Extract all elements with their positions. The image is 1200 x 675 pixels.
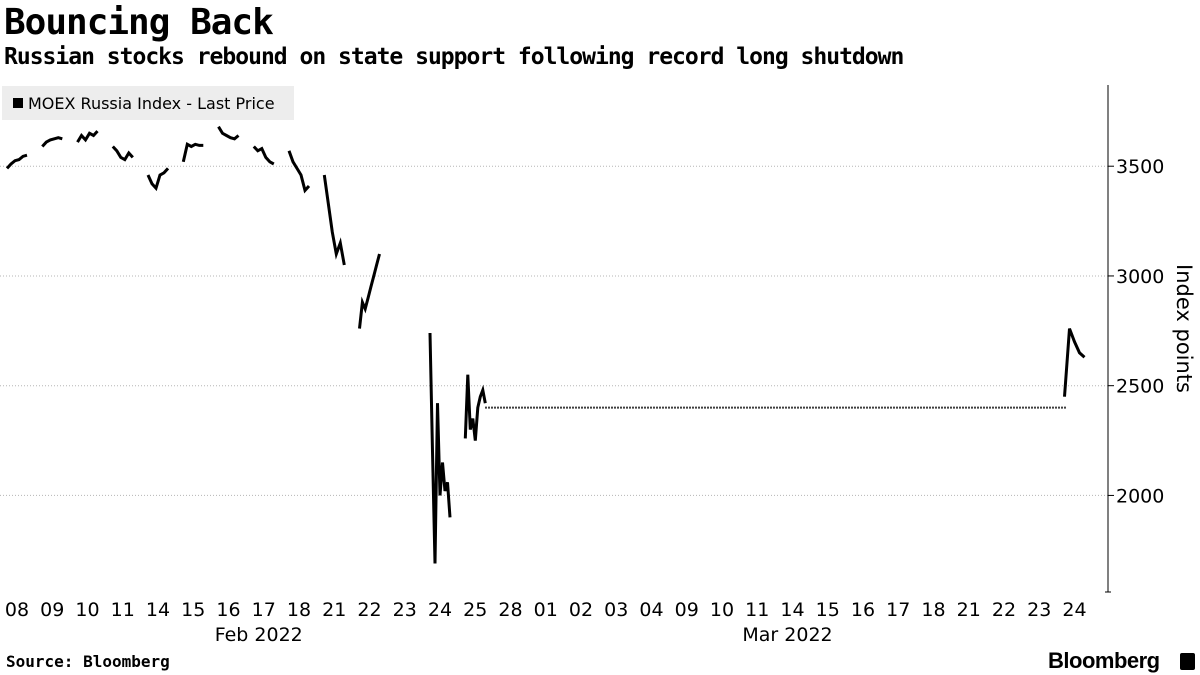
y-tick-label: 3500 [1116,156,1164,178]
x-tick-label: 10 [710,599,734,621]
legend-label: MOEX Russia Index - Last Price [28,93,275,113]
x-tick-label: 09 [40,599,64,621]
x-tick-label: 24 [1062,599,1086,621]
y-axis-label: Index points [1172,264,1196,393]
series-line-segment [252,145,275,166]
x-tick-label: 28 [498,599,522,621]
x-tick-label: 21 [322,599,346,621]
x-tick-label: 15 [181,599,205,621]
x-month-label: Feb 2022 [215,624,303,646]
series-line-segment [428,332,452,564]
x-tick-label: 17 [886,599,910,621]
x-tick-label: 17 [252,599,276,621]
brand-wordmark: Bloomberg [1048,648,1160,673]
x-tick-label: 14 [780,599,804,621]
x-tick-label: 04 [639,599,663,621]
chart-subtitle: Russian stocks rebound on state support … [4,44,904,70]
series-line-segment [287,150,311,194]
x-tick-label: 16 [216,599,240,621]
x-tick-label: 18 [287,599,311,621]
y-tick-label: 2000 [1116,485,1164,507]
x-tick-label: 15 [816,599,840,621]
series-line-segment [1063,328,1086,397]
legend-swatch [13,98,23,108]
series-line-segment [41,136,63,148]
series-line-segment [217,125,240,141]
x-tick-label: 11 [745,599,769,621]
x-month-label: Mar 2022 [742,624,832,646]
y-tick-label: 3000 [1116,266,1164,288]
series-line-segment [111,145,134,162]
x-tick-label: 23 [1027,599,1051,621]
x-tick-label: 10 [75,599,99,621]
x-tick-label: 22 [992,599,1016,621]
x-tick-label: 02 [569,599,593,621]
x-tick-label: 22 [357,599,381,621]
x-tick-label: 11 [111,599,135,621]
x-tick-label: 08 [5,599,29,621]
x-tick-label: 25 [463,599,487,621]
x-tick-label: 21 [957,599,981,621]
x-tick-label: 01 [534,599,558,621]
series-line-segment [76,130,99,143]
x-tick-label: 23 [393,599,417,621]
legend: MOEX Russia Index - Last Price [2,86,294,120]
x-tick-label: 16 [851,599,875,621]
series-line-segment [322,174,346,266]
series-line-segment [146,167,170,192]
series-line-segment [5,153,28,170]
series-line-segment [358,253,381,329]
bloomberg-logo-icon [1180,653,1195,670]
series-line-segment [463,374,487,441]
x-tick-label: 09 [675,599,699,621]
chart-title: Bouncing Back [4,2,274,43]
y-tick-label: 2500 [1116,376,1164,398]
series-line-segment [181,142,204,163]
x-tick-label: 24 [428,599,452,621]
source-note: Source: Bloomberg [6,652,170,671]
x-tick-label: 14 [146,599,170,621]
x-tick-label: 03 [604,599,628,621]
x-tick-label: 18 [921,599,945,621]
